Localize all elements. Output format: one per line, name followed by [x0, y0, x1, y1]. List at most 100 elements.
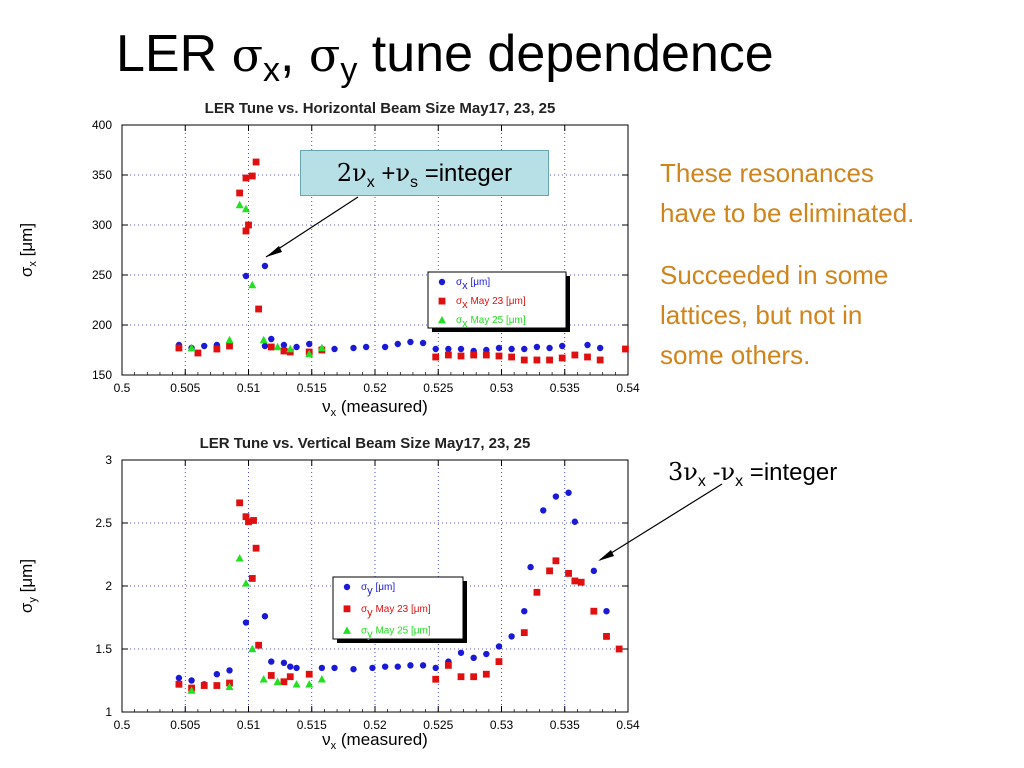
- x-tick-label: 0.5: [114, 381, 131, 395]
- data-point: [571, 577, 579, 585]
- legend-label: σy [μm]: [361, 582, 395, 597]
- data-point: [457, 673, 465, 681]
- data-point: [318, 664, 326, 672]
- x-tick-label: 0.525: [423, 381, 453, 395]
- data-point: [287, 663, 294, 670]
- data-point: [558, 354, 566, 362]
- data-point: [457, 649, 465, 656]
- data-point: [483, 650, 490, 658]
- data-point: [255, 305, 263, 313]
- data-point: [226, 667, 233, 674]
- note-line: Succeeded in some: [660, 260, 889, 290]
- y-tick-label: 1.5: [95, 642, 112, 656]
- data-point: [457, 352, 465, 360]
- data-point: [242, 174, 250, 182]
- data-point: [305, 670, 313, 678]
- data-point: [242, 619, 250, 626]
- data-point: [533, 588, 541, 596]
- data-point: [331, 664, 338, 672]
- data-point: [259, 675, 268, 683]
- data-point: [584, 353, 591, 361]
- data-point: [482, 351, 490, 359]
- data-point: [267, 672, 275, 679]
- data-point: [546, 344, 553, 352]
- data-point: [615, 645, 623, 653]
- legend-label: σy May 23 [μm]: [361, 604, 431, 619]
- y-tick-label: 3: [105, 453, 112, 467]
- x-tick-label: 0.53: [490, 718, 514, 732]
- data-point: [261, 262, 269, 270]
- y-axis-label: σy [μm]: [17, 559, 39, 613]
- chart-title: LER Tune vs. Vertical Beam Size May17, 2…: [200, 435, 531, 452]
- data-point: [508, 353, 516, 361]
- x-tick-label: 0.52: [363, 718, 387, 732]
- data-point: [394, 663, 401, 670]
- legend-marker: [438, 278, 446, 286]
- chart-title: LER Tune vs. Horizontal Beam Size May17,…: [205, 100, 556, 117]
- legend-marker: [343, 583, 351, 591]
- data-point: [292, 680, 301, 688]
- x-tick-label: 0.52: [363, 381, 387, 395]
- data-point: [273, 342, 282, 351]
- resonance-callout-top: 2νx +νs =integer: [300, 150, 549, 196]
- legend-label: σx May 25 [μm]: [456, 315, 526, 330]
- x-tick-label: 0.51: [237, 381, 261, 395]
- data-point: [603, 608, 610, 615]
- data-point: [273, 677, 282, 685]
- note-resonances: These resonances have to be eliminated.: [660, 153, 1010, 233]
- data-point: [470, 654, 477, 662]
- data-point: [306, 340, 313, 348]
- data-point: [546, 356, 553, 364]
- data-point: [305, 349, 314, 358]
- y-tick-label: 350: [92, 168, 112, 182]
- data-point: [242, 513, 250, 521]
- legend-marker: [343, 605, 351, 613]
- legend-label: σy May 25 [μm]: [361, 626, 431, 641]
- data-point: [245, 518, 252, 526]
- data-point: [552, 493, 560, 500]
- note-line: have to be eliminated.: [660, 198, 915, 228]
- data-point: [482, 670, 490, 678]
- data-point: [235, 200, 244, 209]
- data-point: [521, 608, 528, 615]
- data-point: [362, 343, 370, 351]
- data-point: [419, 339, 427, 347]
- data-point: [596, 356, 604, 364]
- y-tick-label: 300: [92, 218, 112, 232]
- legend-label: σx May 23 [μm]: [456, 296, 526, 311]
- data-point: [381, 343, 389, 351]
- data-point: [559, 342, 566, 350]
- data-point: [242, 272, 250, 280]
- data-point: [369, 664, 376, 672]
- x-tick-label: 0.54: [616, 381, 640, 395]
- data-point: [187, 343, 196, 352]
- data-point: [268, 335, 275, 343]
- data-point: [596, 344, 604, 352]
- data-point: [495, 352, 503, 360]
- x-tick-label: 0.505: [170, 718, 200, 732]
- x-tick-label: 0.54: [616, 718, 640, 732]
- data-point: [444, 661, 452, 669]
- data-point: [241, 579, 250, 587]
- data-point: [432, 345, 439, 353]
- data-point: [188, 677, 195, 684]
- y-tick-label: 250: [92, 268, 112, 282]
- data-point: [280, 347, 288, 355]
- data-point: [508, 345, 515, 353]
- data-point: [590, 607, 598, 615]
- data-point: [540, 507, 547, 514]
- data-point: [236, 499, 244, 507]
- legend-box: [332, 576, 464, 640]
- x-tick-label: 0.515: [297, 718, 327, 732]
- legend-box: [427, 271, 567, 329]
- x-tick-label: 0.51: [237, 718, 261, 732]
- x-axis-label: νx (measured): [322, 730, 428, 752]
- data-point: [407, 338, 414, 346]
- data-point: [527, 563, 534, 571]
- data-point: [267, 343, 275, 351]
- x-tick-label: 0.53: [490, 381, 514, 395]
- data-point: [259, 335, 268, 344]
- data-point: [175, 344, 183, 352]
- data-point: [495, 643, 503, 650]
- data-point: [432, 675, 440, 683]
